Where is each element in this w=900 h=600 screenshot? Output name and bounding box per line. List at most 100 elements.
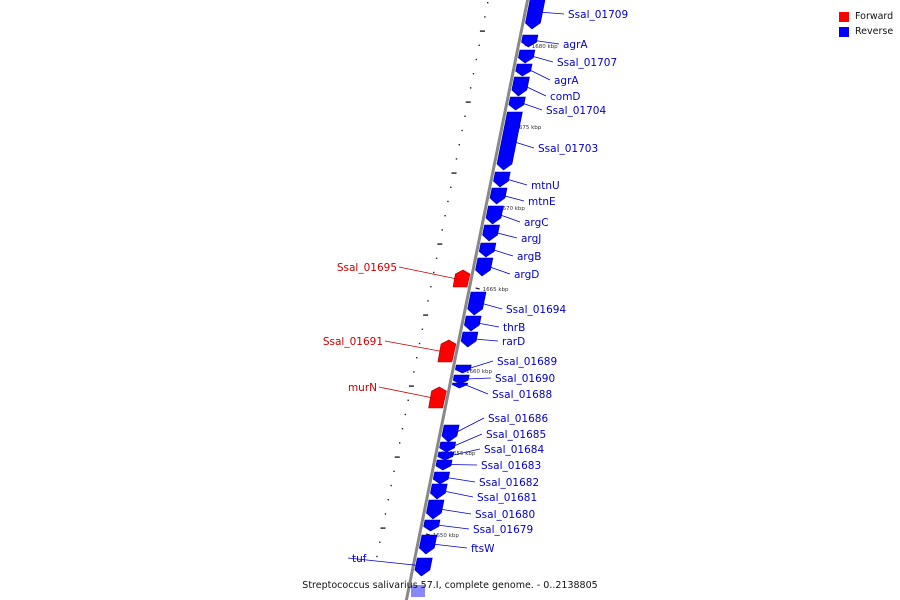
gene-label[interactable]: argJ — [521, 233, 541, 245]
gene-label[interactable]: Ssal_01704 — [546, 105, 606, 117]
gene-feature-reverse[interactable] — [432, 471, 451, 485]
genome-caption: Streptococcus salivarius 57.I, complete … — [302, 580, 597, 591]
ruler-dot — [421, 328, 424, 330]
gene-feature-reverse[interactable] — [437, 451, 455, 461]
gene-feature-reverse[interactable] — [496, 111, 523, 171]
gene-feature-reverse[interactable] — [426, 499, 445, 520]
gene-label[interactable]: mtnU — [531, 180, 560, 192]
gene-feature-reverse[interactable] — [430, 483, 448, 500]
gene-feature-reverse[interactable] — [464, 315, 482, 332]
gene-label[interactable]: Ssal_01691 — [323, 336, 383, 348]
gene-feature-reverse[interactable] — [485, 205, 504, 225]
label-leader — [474, 338, 499, 342]
gene-feature-reverse[interactable] — [439, 441, 457, 453]
gene-feature-reverse[interactable] — [489, 187, 508, 205]
gene-feature-reverse[interactable] — [451, 382, 468, 389]
ruler-dash — [479, 30, 485, 32]
gene-label[interactable]: Ssal_01688 — [492, 389, 552, 401]
gene-label[interactable]: mtnE — [528, 196, 556, 208]
ruler-dot — [407, 399, 409, 401]
gene-feature-reverse[interactable] — [525, 0, 546, 30]
gene-feature-reverse[interactable] — [521, 34, 539, 48]
gene-feature-reverse[interactable] — [515, 63, 533, 77]
gene-label[interactable]: Ssal_01684 — [484, 444, 544, 456]
gene-label[interactable]: comD — [550, 91, 581, 103]
strand-legend: Forward Reverse — [839, 9, 893, 39]
ruler-dot — [447, 200, 449, 203]
gene-feature-reverse[interactable] — [508, 96, 526, 111]
gene-label[interactable]: argC — [524, 217, 549, 229]
ruler-dot — [404, 413, 407, 416]
gene-label[interactable]: agrA — [563, 39, 588, 51]
gene-label[interactable]: Ssal_01679 — [473, 524, 533, 536]
gene-feature-reverse[interactable] — [475, 257, 494, 277]
ruler-dot — [376, 555, 378, 558]
gene-label[interactable]: Ssal_01707 — [557, 57, 617, 69]
label-leader — [449, 464, 478, 466]
gene-label[interactable]: Ssal_01681 — [477, 492, 537, 504]
gene-label[interactable]: Ssal_01683 — [481, 460, 541, 472]
gene-label[interactable]: Ssal_01680 — [475, 509, 535, 521]
gene-feature-forward[interactable] — [452, 269, 471, 288]
gene-label[interactable]: Ssal_01685 — [486, 429, 546, 441]
gene-feature-reverse[interactable] — [493, 171, 511, 188]
gene-feature-forward[interactable] — [428, 386, 447, 409]
gene-feature-reverse[interactable] — [435, 459, 453, 471]
genome-backbone — [404, 0, 530, 600]
label-leader — [384, 340, 445, 353]
label-leader — [480, 302, 503, 310]
gene-feature-reverse[interactable] — [419, 534, 438, 555]
gene-label[interactable]: Ssal_01694 — [506, 304, 566, 316]
ruler-dash — [451, 172, 457, 174]
gene-label[interactable]: Ssal_01689 — [497, 356, 557, 368]
gene-label[interactable]: tuf — [352, 553, 367, 565]
label-leader — [432, 543, 468, 549]
label-leader — [498, 214, 521, 223]
gene-feature-partial — [411, 585, 425, 597]
gene-feature-reverse[interactable] — [482, 224, 500, 242]
ruler-dot — [450, 186, 452, 188]
label-leader — [528, 69, 551, 81]
ruler-dot — [455, 158, 458, 160]
gene-label[interactable]: Ssal_01686 — [488, 413, 548, 425]
gene-label[interactable]: Ssal_01703 — [538, 143, 598, 155]
gene-feature-reverse[interactable] — [414, 557, 433, 577]
ruler-dot — [427, 300, 429, 302]
gene-label[interactable]: murN — [348, 382, 377, 394]
gene-label[interactable]: Ssal_01709 — [568, 9, 628, 21]
label-leader — [347, 557, 428, 567]
legend-reverse: Reverse — [839, 24, 893, 39]
gene-feature-reverse[interactable] — [467, 291, 487, 316]
gene-feature-reverse[interactable] — [455, 364, 472, 374]
tick-label: 1675 kbp — [515, 125, 541, 131]
ruler-dots — [376, 2, 489, 558]
gene-feature-reverse[interactable] — [511, 76, 530, 97]
gene-feature-reverse[interactable] — [460, 331, 479, 348]
gene-label[interactable]: argD — [514, 269, 539, 281]
ruler-dot — [379, 541, 381, 543]
ruler-dot — [472, 73, 475, 75]
label-leader — [534, 40, 560, 45]
gene-feature-reverse[interactable] — [441, 424, 460, 443]
gene-feature-reverse[interactable] — [478, 242, 497, 258]
gene-label[interactable]: agrA — [554, 75, 579, 87]
label-leader — [452, 433, 483, 447]
gene-feature-reverse[interactable] — [518, 49, 536, 64]
label-leader — [465, 384, 489, 395]
ruler-dot — [398, 442, 401, 444]
gene-label[interactable]: argB — [517, 251, 541, 263]
ruler-dot — [418, 342, 421, 345]
label-leader — [436, 524, 470, 530]
gene-feature-reverse[interactable] — [423, 519, 441, 532]
gene-label[interactable]: Ssal_01695 — [337, 262, 397, 274]
gene-feature-forward[interactable] — [437, 339, 457, 363]
gene-label[interactable]: thrB — [503, 322, 525, 334]
gene-label[interactable]: rarD — [502, 336, 525, 348]
gene-label[interactable]: Ssal_01690 — [495, 373, 555, 385]
gene-label[interactable]: Ssal_01682 — [479, 477, 539, 489]
gene-label[interactable]: ftsW — [471, 543, 495, 555]
ruler-dash — [408, 385, 414, 387]
gene-feature-reverse[interactable] — [452, 374, 470, 385]
label-leader — [506, 178, 528, 186]
label-leader — [466, 377, 492, 380]
